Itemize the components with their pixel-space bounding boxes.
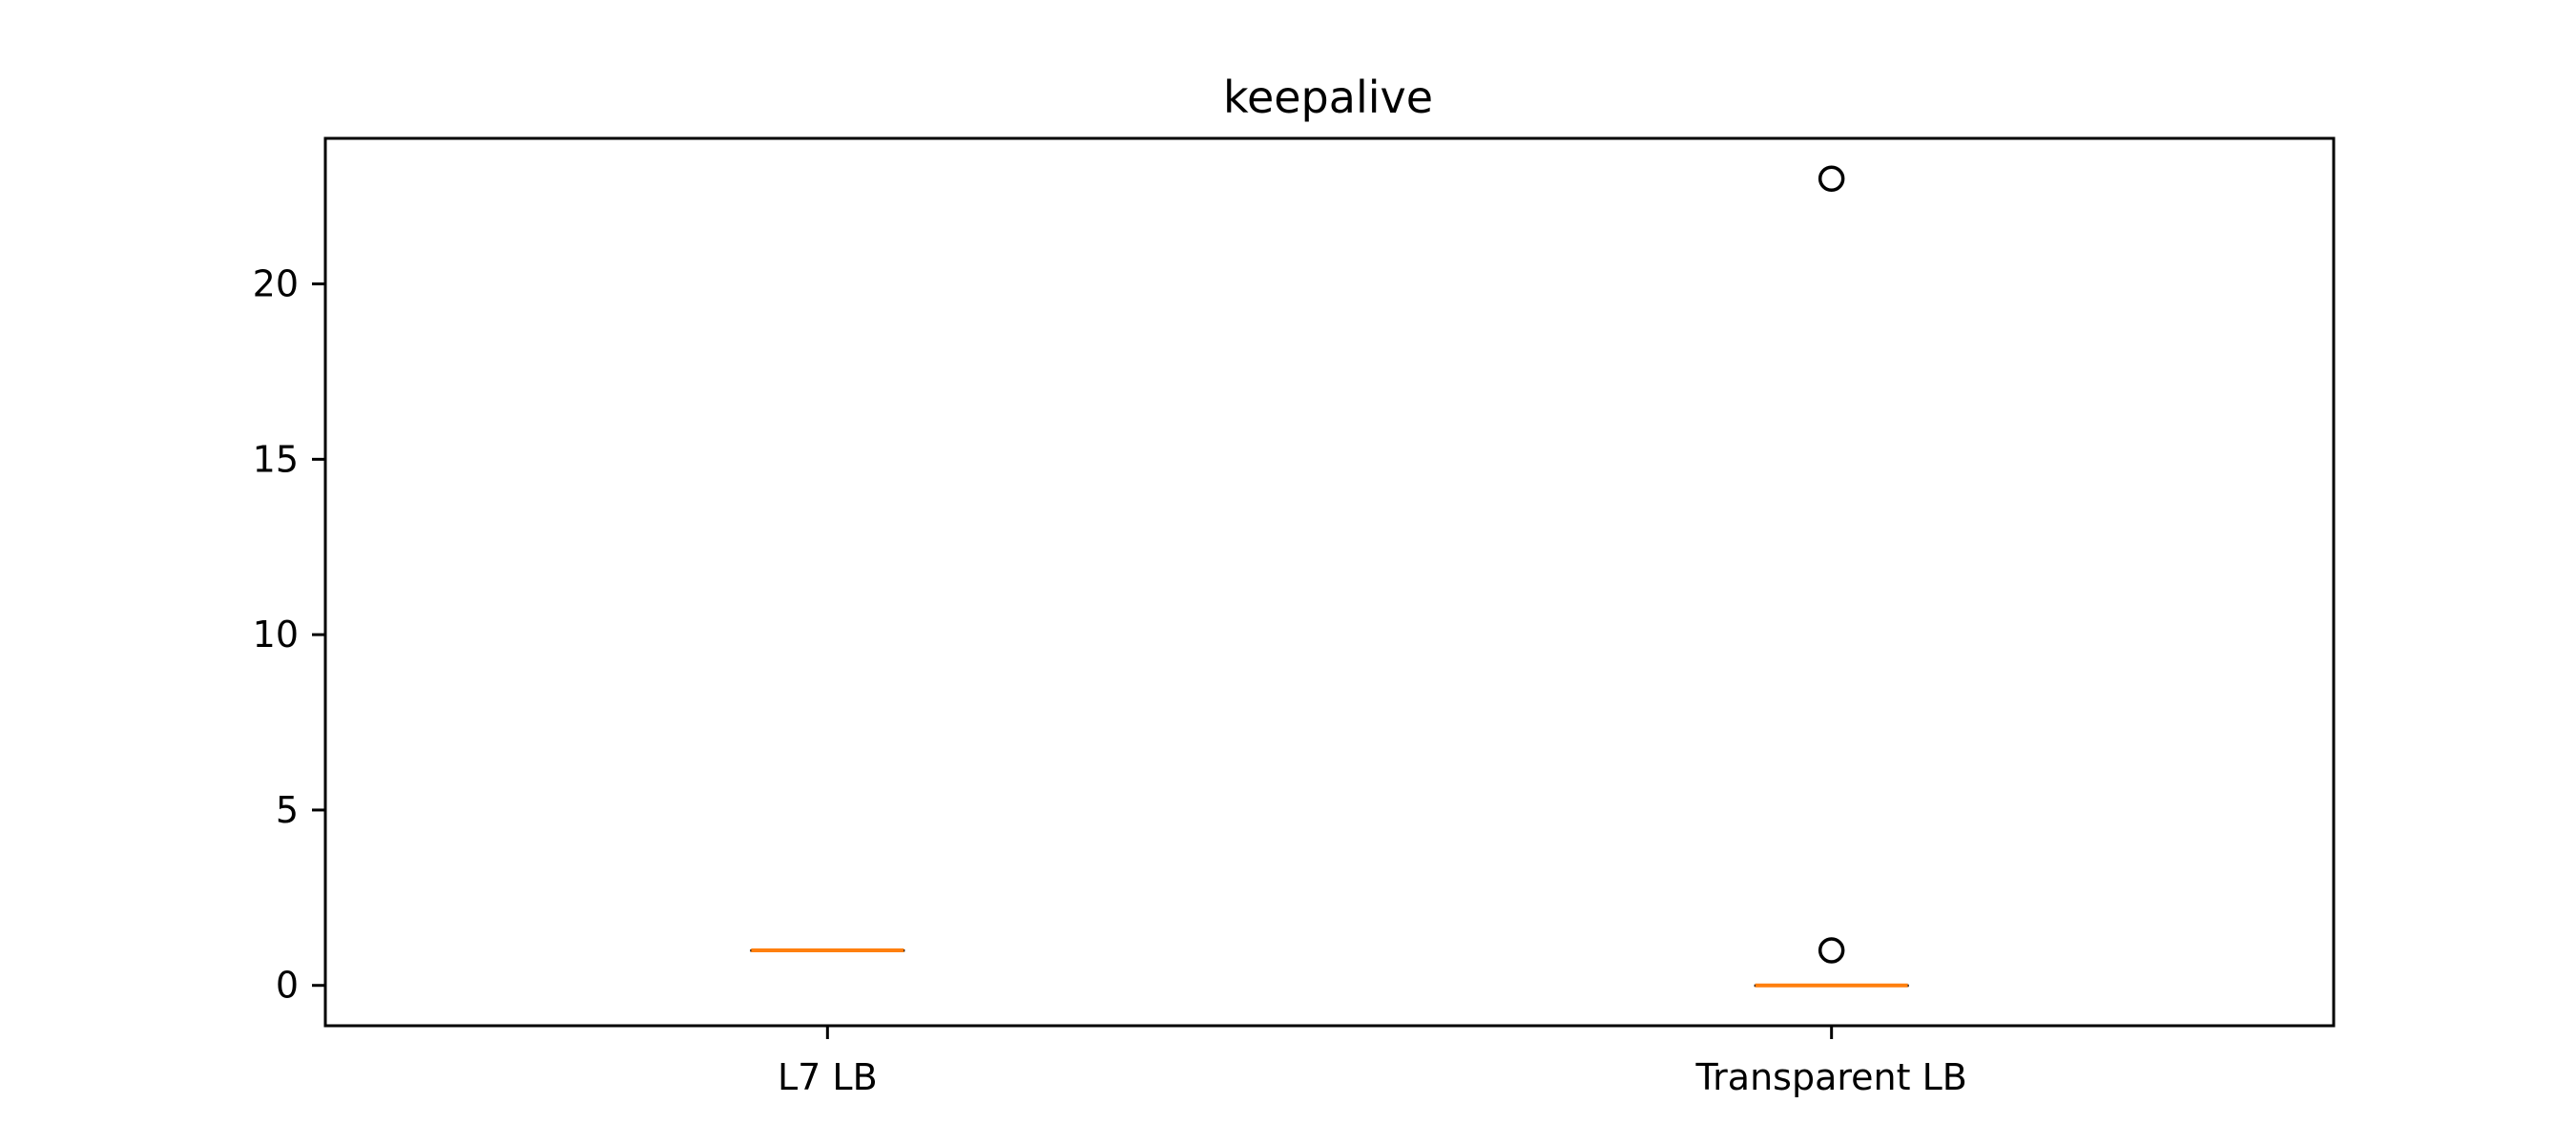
plot-frame — [323, 136, 2336, 1028]
chart-title: keepalive — [1223, 72, 1433, 123]
y-tick-label-20: 20 — [253, 263, 299, 305]
y-tick-label-15: 15 — [253, 438, 299, 480]
y-axis: 0 5 10 15 20 — [253, 263, 325, 1007]
x-tick-label-0: L7 LB — [778, 1056, 878, 1098]
outlier-point-1-1 — [1818, 165, 1845, 193]
y-tick-label-10: 10 — [253, 614, 299, 656]
y-tick-label-0: 0 — [276, 965, 299, 1007]
box-1 — [1754, 165, 1909, 988]
x-tick-label-1: Transparent LB — [1695, 1056, 1967, 1098]
plot-marks — [750, 165, 1909, 988]
y-tick-label-5: 5 — [276, 789, 299, 831]
box-0 — [750, 947, 905, 952]
x-axis: L7 LB Transparent LB — [778, 1026, 1967, 1098]
outlier-point-1-0 — [1818, 937, 1845, 964]
